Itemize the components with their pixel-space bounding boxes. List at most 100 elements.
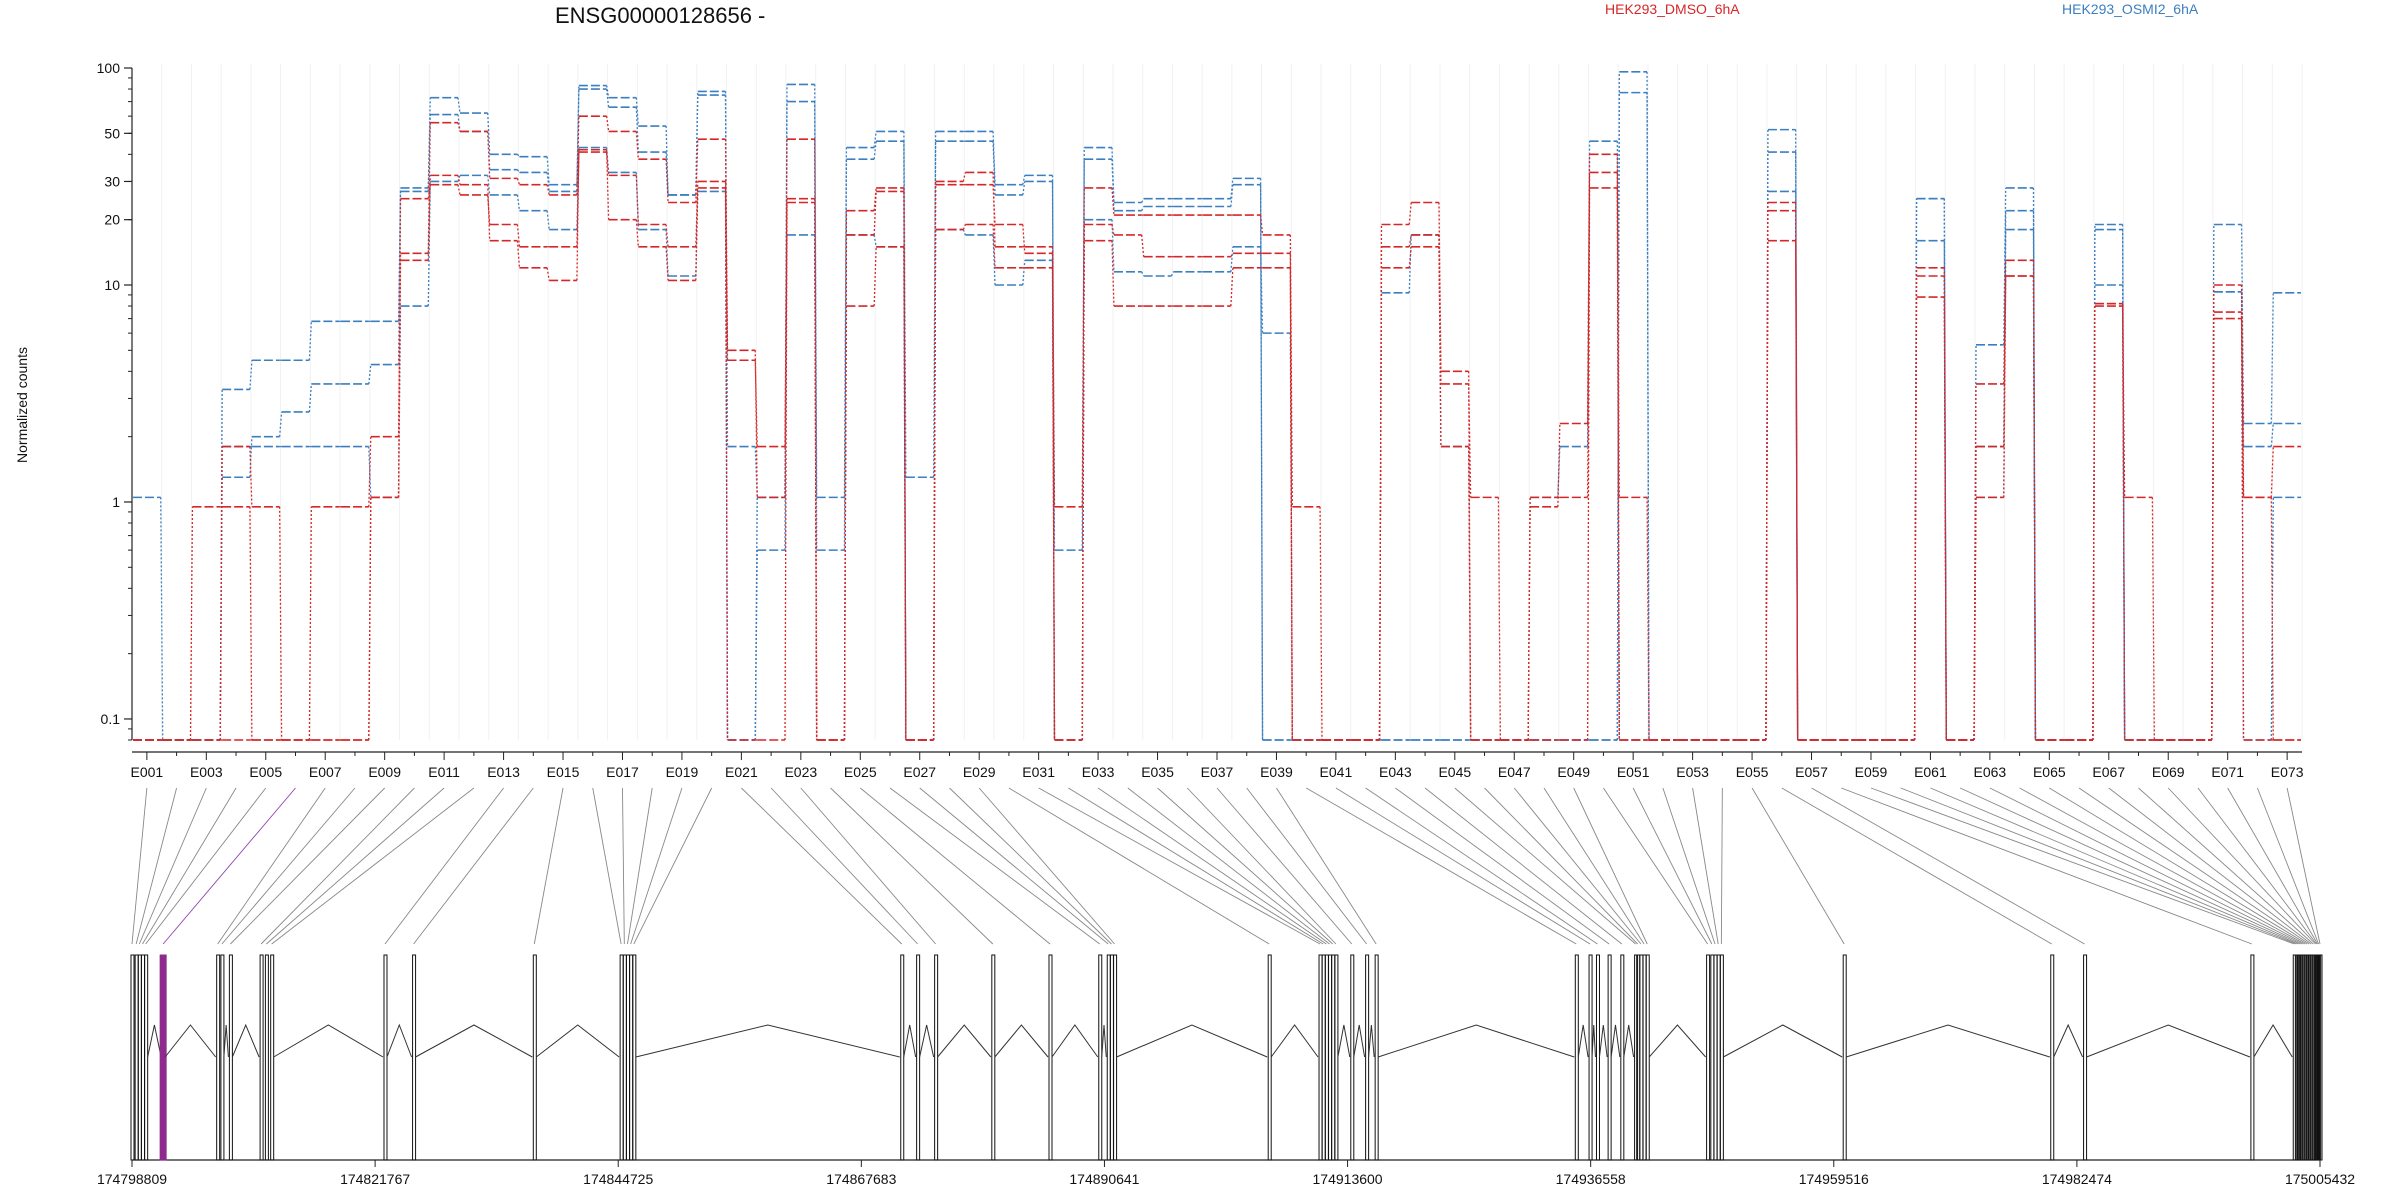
genomic-tick-label: 174867683	[826, 1171, 896, 1187]
transition-segment	[457, 114, 461, 132]
transition-segment	[546, 172, 550, 192]
transition-segment	[1557, 423, 1561, 507]
y-tick-label: 10	[104, 277, 120, 293]
transition-segment	[635, 219, 639, 247]
exon-block	[1634, 954, 1639, 1161]
transition-segment	[843, 159, 848, 551]
x-tick-label: E023	[784, 764, 817, 780]
exon-block	[264, 954, 269, 1161]
exon-block	[1113, 954, 1118, 1161]
transition-segment	[368, 364, 372, 384]
transition-segment	[992, 224, 996, 268]
exon-block	[916, 954, 921, 1161]
transition-segment	[843, 306, 848, 741]
intron-chevron	[1591, 1024, 1596, 1058]
transition-segment	[219, 446, 223, 741]
y-tick-label: 50	[104, 125, 120, 141]
exon-block	[228, 954, 233, 1161]
transition-segment	[665, 151, 669, 195]
exon-block	[632, 954, 637, 1161]
transition-segment	[1795, 240, 1799, 741]
exon-connector	[1246, 787, 1367, 945]
exon-block	[622, 954, 627, 1161]
transition-segment	[2092, 303, 2096, 741]
exon-connector	[413, 787, 534, 945]
transition-segment	[2270, 292, 2274, 424]
y-tick-label: 1	[112, 494, 120, 510]
exon-connector	[138, 787, 207, 945]
transition-segment	[457, 175, 461, 182]
transition-segment	[546, 210, 550, 230]
transition-segment	[1646, 497, 1650, 741]
intron-chevron	[1623, 1024, 1635, 1058]
genomic-tick-label: 174844725	[583, 1171, 653, 1187]
transition-segment	[427, 114, 431, 188]
transition-segment	[754, 350, 758, 498]
transition-segment	[665, 159, 669, 203]
y-tick-label: 0.1	[101, 711, 121, 727]
intron-chevron	[1101, 1024, 1107, 1058]
transition-segment	[605, 88, 610, 108]
exon-connector	[630, 787, 683, 945]
transition-segment	[635, 97, 639, 127]
exon-block	[220, 954, 225, 1161]
exon-connector	[1276, 787, 1377, 945]
transition-segment	[1111, 159, 1115, 211]
x-tick-label: E061	[1914, 764, 1947, 780]
x-tick-label: E039	[1260, 764, 1293, 780]
exon-block	[2301, 954, 2306, 1161]
exon-connector	[1573, 787, 1648, 945]
transition-segment	[2270, 446, 2274, 498]
transition-segment	[487, 113, 491, 155]
transition-segment	[1408, 234, 1412, 247]
transition-segment	[724, 139, 729, 351]
transition-segment	[516, 153, 520, 158]
genomic-tick-label: 174982474	[2042, 1171, 2112, 1187]
exon-block	[1574, 954, 1579, 1161]
exon-block	[1318, 954, 1323, 1161]
transition-segment	[1141, 206, 1145, 211]
x-tick-label: E031	[1022, 764, 1055, 780]
x-tick-label: E009	[368, 764, 401, 780]
exon-connector	[830, 787, 994, 945]
transition-segment	[754, 497, 758, 741]
exon-block	[412, 954, 417, 1161]
highlighted-exon-block	[159, 954, 167, 1161]
transition-segment	[368, 497, 372, 741]
transition-segment	[1230, 252, 1234, 258]
exon-block	[532, 954, 537, 1161]
transition-segment	[1051, 253, 1056, 741]
exon-connector	[2019, 787, 2306, 945]
x-tick-label: E001	[131, 764, 164, 780]
intron-chevron	[1648, 1024, 1706, 1058]
transition-segment	[962, 172, 966, 182]
genomic-tick-label: 174936558	[1556, 1171, 1626, 1187]
genomic-tick-label: 174821767	[340, 1171, 410, 1187]
legend-entry-osmi2: HEK293_OSMI2_6hA	[2062, 1, 2199, 17]
transition-segment	[1497, 497, 1502, 741]
exon-connector	[1751, 787, 1845, 945]
exon-block	[1719, 954, 1724, 1161]
x-tick-label: E037	[1201, 764, 1234, 780]
transition-segment	[1111, 224, 1115, 236]
transition-segment	[635, 107, 639, 153]
exon-connector	[1008, 787, 1270, 945]
exon-block	[619, 954, 624, 1161]
x-tick-label: E057	[1795, 764, 1828, 780]
chart-title: ENSG00000128656 -	[555, 3, 765, 28]
exon-connector	[2108, 787, 2312, 945]
exon-block	[1098, 954, 1103, 1161]
exon-connector	[1157, 787, 1334, 945]
exon-connector	[2049, 787, 2308, 945]
x-tick-label: E047	[1498, 764, 1531, 780]
transition-segment	[784, 202, 788, 447]
intron-chevron	[937, 1024, 992, 1058]
x-tick-label: E033	[1082, 764, 1115, 780]
exon-block	[991, 954, 996, 1161]
x-tick-label: E019	[666, 764, 699, 780]
intron-chevron	[1610, 1024, 1621, 1058]
transition-segment	[1943, 297, 1947, 741]
x-tick-label: E067	[2092, 764, 2125, 780]
y-axis: 0.1 1 10 20 30 50 100	[97, 60, 133, 741]
exon-connector	[1335, 787, 1591, 945]
